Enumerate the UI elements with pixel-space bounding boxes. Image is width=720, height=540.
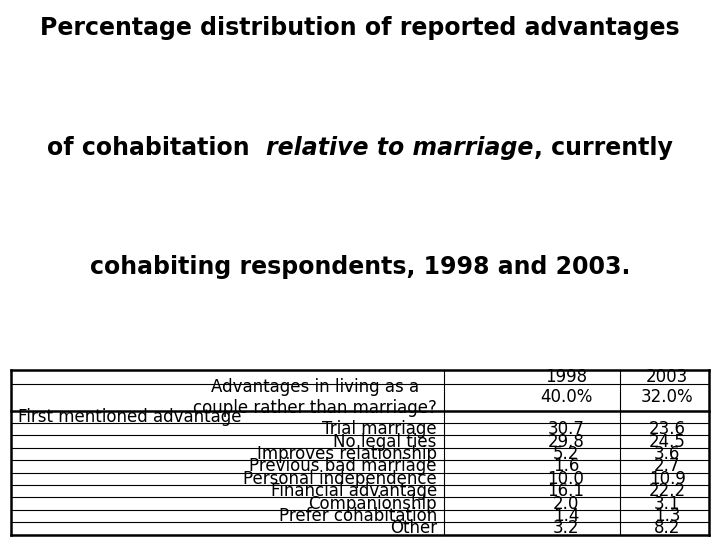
- Text: 10.9: 10.9: [649, 470, 685, 488]
- Text: 10.0: 10.0: [548, 470, 585, 488]
- Text: of cohabitation  relative to marriage, currently: of cohabitation relative to marriage, cu…: [48, 136, 672, 160]
- Text: 29.8: 29.8: [548, 433, 585, 450]
- Text: 2.7: 2.7: [654, 457, 680, 475]
- Text: Trial marriage: Trial marriage: [322, 420, 437, 438]
- Text: 2003: 2003: [646, 368, 688, 386]
- Text: , currently: , currently: [0, 367, 139, 391]
- Text: 5.2: 5.2: [553, 445, 579, 463]
- Text: Improves relationship: Improves relationship: [257, 445, 437, 463]
- Text: 3.1: 3.1: [654, 495, 680, 512]
- Text: 40.0%: 40.0%: [540, 388, 593, 407]
- Text: , currently: , currently: [534, 136, 672, 160]
- Text: 2.0: 2.0: [553, 495, 579, 512]
- Text: relative to marriage: relative to marriage: [266, 136, 534, 160]
- Text: No legal ties: No legal ties: [333, 433, 437, 450]
- Text: 24.5: 24.5: [649, 433, 685, 450]
- Text: Previous bad marriage: Previous bad marriage: [249, 457, 437, 475]
- Text: Financial advantage: Financial advantage: [271, 482, 437, 500]
- Text: Percentage distribution of reported advantages: Percentage distribution of reported adva…: [40, 16, 680, 40]
- Text: of cohabitation: of cohabitation: [0, 367, 219, 391]
- Text: 1.6: 1.6: [553, 457, 579, 475]
- Text: 32.0%: 32.0%: [641, 388, 693, 407]
- Text: Companionship: Companionship: [308, 495, 437, 512]
- Text: Other: Other: [390, 519, 437, 537]
- Text: 1.3: 1.3: [654, 507, 680, 525]
- Text: cohabiting respondents, 1998 and 2003.: cohabiting respondents, 1998 and 2003.: [90, 255, 630, 279]
- Text: 1.4: 1.4: [553, 507, 579, 525]
- Text: 3.2: 3.2: [553, 519, 580, 537]
- Text: 1998: 1998: [545, 368, 587, 386]
- Text: Prefer cohabitation: Prefer cohabitation: [279, 507, 437, 525]
- Text: Advantages in living as a
couple rather than marriage?: Advantages in living as a couple rather …: [193, 378, 437, 417]
- Text: 8.2: 8.2: [654, 519, 680, 537]
- Text: 3.6: 3.6: [654, 445, 680, 463]
- Text: relative to marriage: relative to marriage: [0, 367, 267, 391]
- Text: 22.2: 22.2: [649, 482, 686, 500]
- Text: First mentioned advantage: First mentioned advantage: [18, 408, 241, 426]
- Text: 16.1: 16.1: [547, 482, 585, 500]
- Text: Personal independence: Personal independence: [243, 470, 437, 488]
- Text: 23.6: 23.6: [649, 420, 685, 438]
- Text: 30.7: 30.7: [548, 420, 585, 438]
- Text: of cohabitation: of cohabitation: [48, 136, 266, 160]
